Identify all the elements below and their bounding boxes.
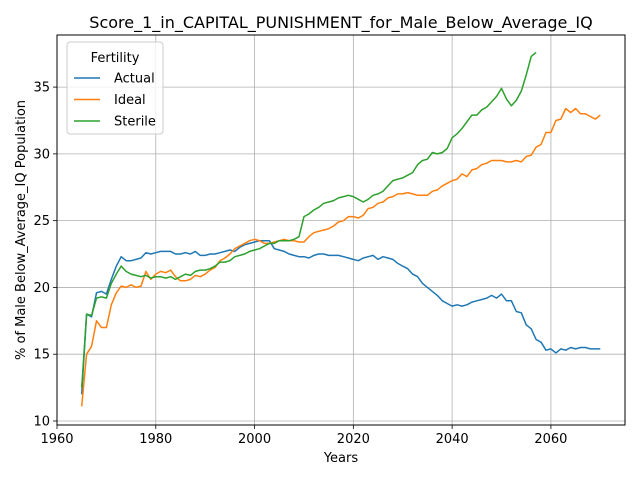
x-tick-label: 1960: [40, 432, 73, 447]
y-axis-label: % of Male Below_Average_IQ Population: [14, 100, 29, 360]
x-tick-label: 2060: [534, 432, 567, 447]
plot-frame: [56, 34, 626, 426]
legend-box: [66, 41, 164, 135]
y-axis-ticks: 10 15 20 25 30 35: [33, 81, 57, 429]
legend: Fertility Actual Ideal Sterile: [66, 41, 164, 135]
y-tick-label: 15: [33, 348, 50, 363]
legend-label-sterile: Sterile: [114, 115, 156, 130]
x-axis-ticks: 1960 1980 2000 2020 2040 2060: [40, 425, 567, 447]
x-tick-label: 2020: [337, 432, 370, 447]
y-tick-label: 30: [33, 147, 50, 162]
x-tick-label: 2000: [238, 432, 271, 447]
series-lines: [80, 51, 601, 407]
series-line-sterile: [80, 51, 537, 388]
legend-title: Fertility: [91, 51, 140, 66]
series-line-actual: [80, 239, 601, 395]
y-tick-label: 20: [33, 281, 50, 296]
legend-label-actual: Actual: [114, 72, 155, 87]
x-tick-label: 1980: [139, 432, 172, 447]
y-tick-label: 35: [33, 81, 50, 96]
series-line-ideal: [80, 107, 601, 407]
y-tick-label: 25: [33, 214, 50, 229]
y-tick-label: 10: [33, 414, 50, 429]
x-tick-label: 2040: [436, 432, 469, 447]
chart-title: Score_1_in_CAPITAL_PUNISHMENT_for_Male_B…: [89, 13, 592, 33]
x-axis-label: Years: [323, 451, 359, 466]
legend-label-ideal: Ideal: [114, 93, 146, 108]
